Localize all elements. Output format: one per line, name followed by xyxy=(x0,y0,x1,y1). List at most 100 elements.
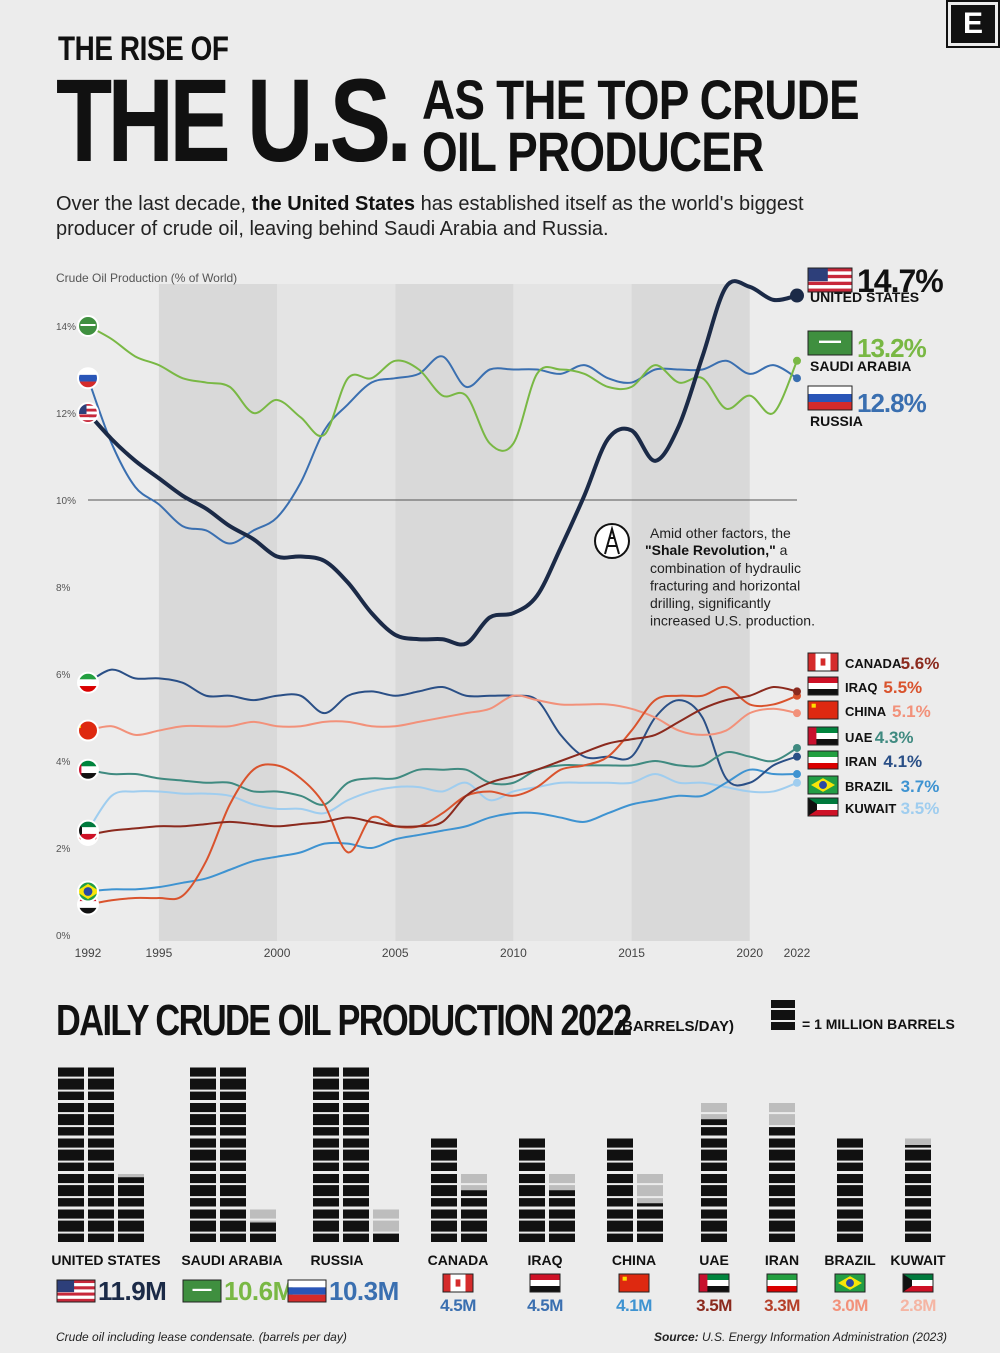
barrel-ring xyxy=(58,1218,84,1221)
country-label: UNITED STATES xyxy=(51,1252,161,1268)
annotation-line: combination of hydraulic xyxy=(650,560,801,576)
flag-icon-sa xyxy=(182,1279,222,1303)
barrel-ring xyxy=(837,1160,863,1163)
barrel-ring xyxy=(549,1196,575,1199)
barrel-fill xyxy=(313,1209,339,1242)
y-tick-label: 4% xyxy=(56,757,71,768)
barrel-ring xyxy=(701,1218,727,1221)
barrel-ring xyxy=(313,1231,339,1234)
barrel-ring xyxy=(343,1183,369,1186)
barrel-ring xyxy=(637,1196,663,1199)
barrel-ring xyxy=(343,1231,369,1234)
annotation-bold: "Shale Revolution," xyxy=(645,542,776,558)
country-value: 3.0M xyxy=(832,1296,868,1315)
barrel-ring xyxy=(519,1231,545,1234)
barrel-fill xyxy=(118,1177,144,1207)
barrel-fill xyxy=(519,1138,545,1171)
barrel-group-ca xyxy=(431,1138,487,1242)
barrel-ring xyxy=(88,1076,114,1079)
barrel-fill xyxy=(88,1103,114,1136)
barrel-chart xyxy=(58,1067,931,1242)
barrel-ring xyxy=(769,1125,795,1128)
barrel-fill xyxy=(58,1138,84,1171)
end-label-value: 14.7% xyxy=(857,263,943,299)
barrel-group-ae xyxy=(701,1103,727,1242)
source-text: U.S. Energy Information Administration (… xyxy=(698,1330,947,1344)
barrel-ring xyxy=(769,1112,795,1115)
barrel-fill xyxy=(220,1138,246,1171)
barrel-fill xyxy=(190,1103,216,1136)
country-value: 4.5M xyxy=(440,1296,476,1315)
barrel-ring xyxy=(837,1196,863,1199)
y-tick-label: 10% xyxy=(56,496,76,507)
barrel-ring xyxy=(313,1112,339,1115)
barrel-ring xyxy=(607,1196,633,1199)
barrel-ring xyxy=(701,1125,727,1128)
series-end-dot xyxy=(793,687,801,696)
series-line-brazil xyxy=(87,768,798,893)
country-label: RUSSIA xyxy=(310,1252,364,1268)
barrel-ring xyxy=(118,1231,144,1234)
series-end-dot xyxy=(793,752,801,761)
barrel-ring xyxy=(343,1160,369,1163)
barrel-ring xyxy=(769,1160,795,1163)
subtitle: Over the last decade, the United States … xyxy=(56,192,816,242)
country-label: UAE xyxy=(699,1252,729,1268)
barrel-ring xyxy=(343,1196,369,1199)
barrel-fill xyxy=(220,1209,246,1242)
x-tick-label: 1995 xyxy=(146,946,173,960)
barrel-ring xyxy=(118,1196,144,1199)
barrel-ring xyxy=(637,1183,663,1186)
series-line-iraq xyxy=(87,685,798,906)
end-label-ru: 12.8%RUSSIA xyxy=(807,385,928,429)
barrel-ring xyxy=(220,1125,246,1128)
barrel-ring xyxy=(313,1218,339,1221)
barrel-ring xyxy=(519,1183,545,1186)
barrel-fill xyxy=(769,1125,795,1136)
barrel-ring xyxy=(313,1183,339,1186)
series-line-uae xyxy=(87,747,798,806)
barrel-ring xyxy=(837,1231,863,1234)
barrel-ring xyxy=(549,1183,575,1186)
barrel-ring xyxy=(190,1218,216,1221)
barrel-fill xyxy=(549,1190,575,1207)
barrel-fill xyxy=(373,1232,399,1242)
end-label-name: CHINA xyxy=(845,704,887,719)
barrel-fill xyxy=(701,1138,727,1171)
end-label-ir: IRAN 4.1% xyxy=(807,750,922,771)
annotation-line: "Shale Revolution," a xyxy=(645,542,788,558)
barrel-ring xyxy=(343,1089,369,1092)
barrel-ring xyxy=(118,1218,144,1221)
end-label-name: RUSSIA xyxy=(810,413,863,429)
end-label-name: KUWAIT xyxy=(845,801,896,816)
barrel-ring xyxy=(701,1112,727,1115)
barrel-ring xyxy=(905,1218,931,1221)
flag-icon-br xyxy=(834,1273,866,1293)
annotation-line: fracturing and horizontal xyxy=(650,578,800,594)
barrel-ring xyxy=(343,1147,369,1150)
series-end-dot xyxy=(793,374,801,383)
barrel-fill xyxy=(607,1174,633,1207)
annotation-part: a xyxy=(776,542,788,558)
country-value: 10.6M xyxy=(224,1276,294,1306)
barrel-fill xyxy=(313,1067,339,1100)
x-tick-label: 2005 xyxy=(382,946,409,960)
barrel-ring xyxy=(431,1183,457,1186)
barrel-ring xyxy=(837,1183,863,1186)
end-label-name: BRAZIL xyxy=(845,779,893,794)
barrel-ring xyxy=(88,1125,114,1128)
country-label: CANADA xyxy=(427,1252,489,1268)
barrel-fill xyxy=(769,1209,795,1242)
series-end-dot xyxy=(790,288,804,303)
oil-derrick-icon-shape xyxy=(604,525,620,555)
country-value: 3.3M xyxy=(764,1296,800,1315)
barrel-ring xyxy=(343,1076,369,1079)
barrel-fill xyxy=(769,1174,795,1207)
barrel-ring xyxy=(637,1218,663,1221)
barrel-ring xyxy=(905,1183,931,1186)
barrel-fill xyxy=(190,1174,216,1207)
country-label: KUWAIT xyxy=(890,1252,946,1268)
end-label-value: 5.1% xyxy=(892,702,931,721)
barrel-fill xyxy=(431,1174,457,1207)
barrel-ring xyxy=(837,1147,863,1150)
